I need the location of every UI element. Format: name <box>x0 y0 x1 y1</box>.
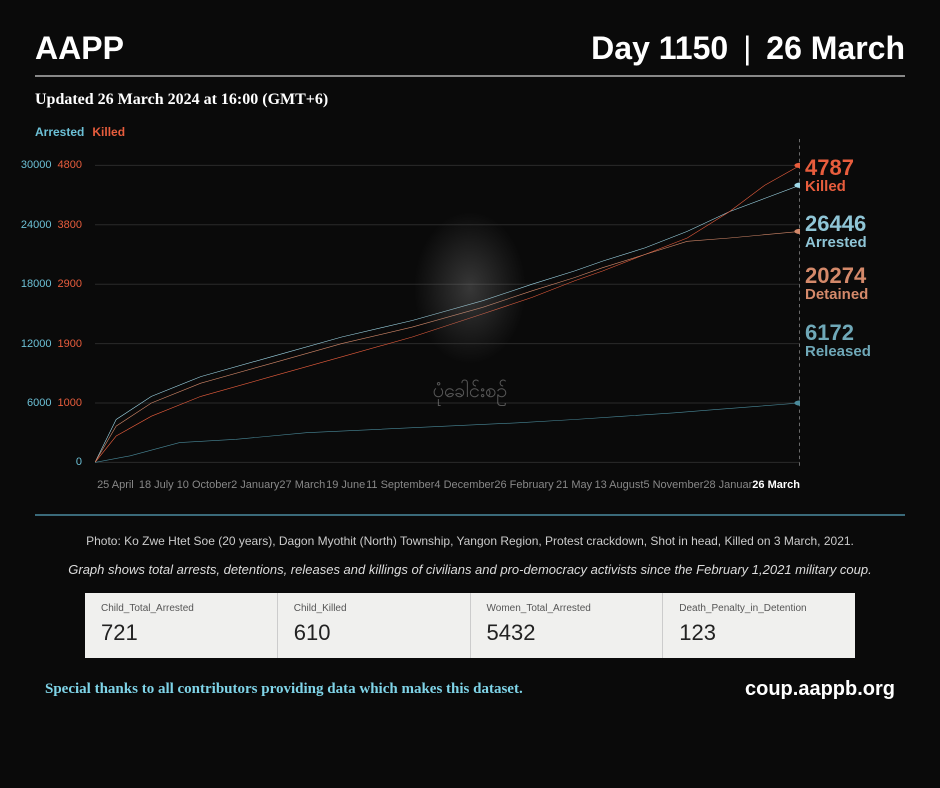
chart-area: ပုံခေါင်းစဉ် Arrested Killed 30000480024… <box>35 139 905 469</box>
stat-cell: Child_Killed 610 <box>278 593 471 658</box>
header: AAPP Day 1150 | 26 March <box>35 30 905 77</box>
photo-caption: Photo: Ko Zwe Htet Soe (20 years), Dagon… <box>35 534 905 548</box>
x-tick: 4 December <box>434 479 494 491</box>
graph-caption: Graph shows total arrests, detentions, r… <box>35 562 905 577</box>
y-axis: Arrested Killed 300004800240003800180002… <box>35 139 90 469</box>
end-label: 26446Arrested <box>805 212 867 252</box>
legend-killed: Killed <box>92 125 125 139</box>
y-tick: 180002900 <box>21 278 82 290</box>
end-label: 6172Released <box>805 321 871 361</box>
y-tick: 60001000 <box>27 397 82 409</box>
x-tick: 10 October <box>177 479 231 491</box>
stat-cell: Child_Total_Arrested 721 <box>85 593 278 658</box>
updated-timestamp: Updated 26 March 2024 at 16:00 (GMT+6) <box>35 91 905 109</box>
day-number: 1150 <box>659 30 728 66</box>
thanks-row: Special thanks to all contributors provi… <box>35 678 905 701</box>
x-tick: 21 May <box>554 479 595 491</box>
stat-label: Death_Penalty_in_Detention <box>679 603 839 614</box>
source-url: coup.aappb.org <box>745 678 895 701</box>
stat-value: 721 <box>101 620 261 646</box>
x-tick: 26 February <box>494 479 553 491</box>
footer: Photo: Ko Zwe Htet Soe (20 years), Dagon… <box>35 514 905 701</box>
y-tick: 300004800 <box>21 159 82 171</box>
x-tick: 5 November <box>643 479 703 491</box>
stat-value: 5432 <box>487 620 647 646</box>
y-legend: Arrested Killed <box>35 125 125 139</box>
stat-value: 123 <box>679 620 839 646</box>
watermark-text: ပုံခေါင်းစဉ် <box>433 377 508 407</box>
stat-value: 610 <box>294 620 454 646</box>
day-date: Day 1150 | 26 March <box>591 30 905 67</box>
stat-cell: Death_Penalty_in_Detention 123 <box>663 593 855 658</box>
y-tick: 120001900 <box>21 338 82 350</box>
stats-row: Child_Total_Arrested 721 Child_Killed 610 Wo… <box>85 593 855 658</box>
y-tick: 0 <box>76 456 82 468</box>
legend-arrested: Arrested <box>35 125 84 139</box>
stat-label: Child_Killed <box>294 603 454 614</box>
x-tick: 11 September <box>366 479 434 491</box>
x-tick: 19 June <box>325 479 366 491</box>
header-date: 26 March <box>766 30 905 66</box>
x-tick: 18 July <box>136 479 177 491</box>
org-name: AAPP <box>35 30 124 67</box>
end-label: 4787Killed <box>805 156 854 196</box>
end-labels: 4787Killed 26446Arrested 20274Detained 6172… <box>805 139 905 469</box>
stat-cell: Women_Total_Arrested 5432 <box>471 593 664 658</box>
x-tick: 2 January <box>231 479 279 491</box>
divider-icon: | <box>743 30 751 66</box>
x-tick: 26 March <box>752 479 800 491</box>
stat-label: Women_Total_Arrested <box>487 603 647 614</box>
x-axis: 25 April18 July10 October2 January27 Mar… <box>95 479 800 491</box>
end-label: 20274Detained <box>805 264 868 304</box>
x-tick: 25 April <box>95 479 136 491</box>
day-prefix: Day <box>591 30 650 66</box>
x-tick: 28 Januar <box>703 479 752 491</box>
thanks-text: Special thanks to all contributors provi… <box>45 681 523 698</box>
y-tick: 240003800 <box>21 219 82 231</box>
stat-label: Child_Total_Arrested <box>101 603 261 614</box>
x-tick: 13 August <box>595 479 644 491</box>
x-tick: 27 March <box>279 479 325 491</box>
